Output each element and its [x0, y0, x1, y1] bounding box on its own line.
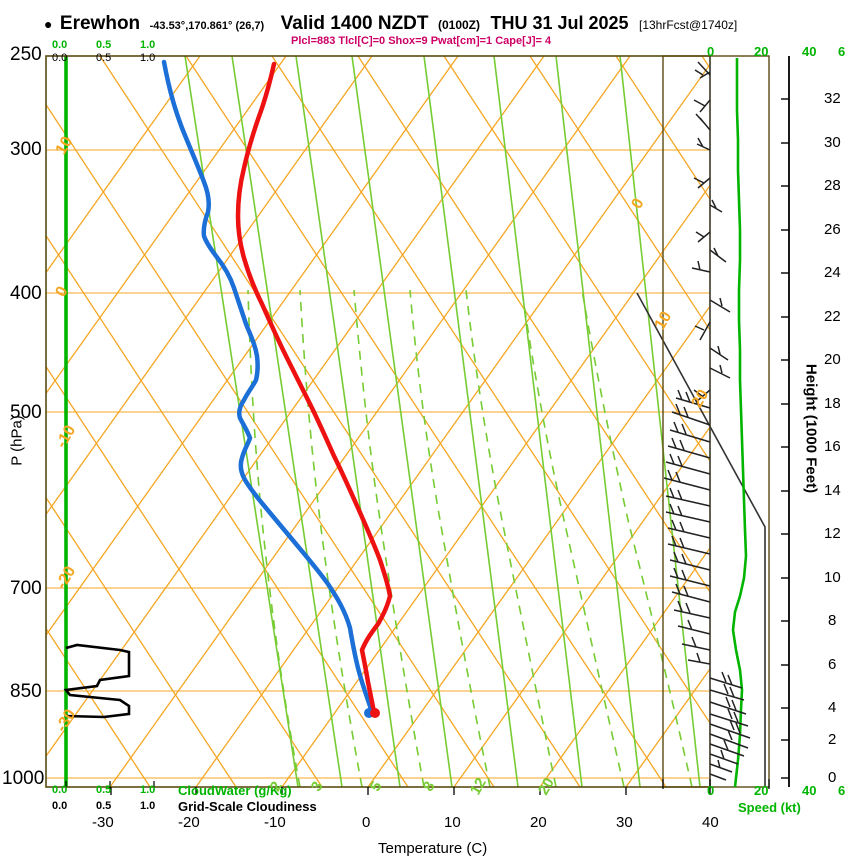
speed-axis-label: Speed (kt): [738, 800, 801, 815]
pressure-tick-400: 400: [10, 283, 42, 304]
speed-tick-20: 20: [754, 783, 769, 798]
height-tick-14: 14: [824, 482, 841, 499]
cloudwater-tick-0: 0.0: [52, 784, 68, 796]
height-tick-8: 8: [828, 612, 837, 629]
height-tick-2: 2: [828, 731, 837, 748]
station-coords: -43.53°,170.861° (26,7): [149, 20, 265, 32]
stability-indices: Plcl=883 Tlcl[C]=0 Shox=9 Pwat[cm]=1 Cap…: [291, 35, 552, 47]
height-tick-12: 12: [824, 525, 841, 542]
surface-temperature-point: [370, 708, 380, 718]
height-tick-28: 28: [824, 177, 841, 194]
height-tick-10: 10: [824, 569, 841, 586]
cloudwater-top-tick-0: 0.0: [52, 39, 68, 51]
height-tick-18: 18: [824, 395, 841, 412]
pressure-tick-250: 250: [10, 44, 42, 65]
speed-top-tick-40: 40: [802, 44, 817, 59]
speed-top-tick-60: 6: [838, 44, 846, 59]
temperature-tick--30: -30: [92, 814, 114, 831]
cloudiness-legend-label: Grid-Scale Cloudiness: [178, 799, 317, 814]
cloudwater-legend-label: CloudWater (g/Kg): [178, 783, 292, 798]
temperature-tick-20: 20: [530, 814, 547, 831]
station-marker-icon: ●: [44, 16, 53, 32]
cloudwater-tick-2: 1.0: [140, 784, 156, 796]
temperature-tick-10: 10: [444, 814, 461, 831]
cloudiness-top-tick-2: 1.0: [140, 52, 156, 64]
height-tick-0: 0: [828, 769, 837, 786]
height-tick-22: 22: [824, 308, 841, 325]
temperature-tick--10: -10: [264, 814, 286, 831]
height-tick-24: 24: [824, 264, 841, 281]
pressure-tick-700: 700: [10, 578, 42, 599]
cloudwater-tick-1: 0.5: [96, 784, 112, 796]
speed-top-tick-0: 0: [707, 44, 715, 59]
speed-tick-40: 40: [802, 783, 817, 798]
header-title-row: ● Erewhon -43.53°,170.861° (26,7) Valid …: [44, 13, 737, 35]
cloudiness-top-tick-1: 0.5: [96, 52, 112, 64]
valid-utc: (0100Z): [437, 18, 480, 32]
cloudiness-tick-1: 0.5: [96, 800, 112, 812]
speed-tick-0: 0: [707, 783, 715, 798]
cloudiness-top-tick-0: 0.0: [52, 52, 68, 64]
station-name: Erewhon: [59, 13, 141, 34]
pressure-tick-500: 500: [10, 402, 42, 423]
height-axis-label: Height (1000 Feet): [802, 363, 820, 494]
temperature-tick-40: 40: [702, 814, 719, 831]
forecast-tag: [13hrFcst@1740z]: [638, 18, 738, 32]
temperature-axis-label: Temperature (C): [378, 840, 488, 857]
cloudwater-top-tick-1: 0.5: [96, 39, 112, 51]
temperature-tick--20: -20: [178, 814, 200, 831]
valid-date: THU 31 Jul 2025: [490, 13, 629, 33]
height-tick-20: 20: [824, 351, 841, 368]
height-tick-16: 16: [824, 438, 841, 455]
cloudiness-tick-2: 1.0: [140, 800, 156, 812]
height-tick-32: 32: [824, 90, 841, 107]
height-tick-4: 4: [828, 699, 837, 716]
pressure-tick-850: 850: [10, 681, 42, 702]
speed-top-tick-20: 20: [754, 44, 769, 59]
pressure-tick-300: 300: [10, 139, 42, 160]
temperature-tick-0: 0: [362, 814, 371, 831]
height-tick-6: 6: [828, 656, 837, 673]
temperature-tick-30: 30: [616, 814, 633, 831]
cloudwater-top-tick-2: 1.0: [140, 39, 156, 51]
height-tick-26: 26: [824, 221, 841, 238]
valid-time: Valid 1400 NZDT: [280, 13, 429, 34]
pressure-axis-label: P (hPa): [8, 415, 26, 466]
speed-tick-60: 6: [838, 783, 846, 798]
cloudiness-tick-0: 0.0: [52, 800, 68, 812]
height-tick-30: 30: [824, 134, 841, 151]
pressure-tick-1000: 1000: [2, 768, 45, 789]
